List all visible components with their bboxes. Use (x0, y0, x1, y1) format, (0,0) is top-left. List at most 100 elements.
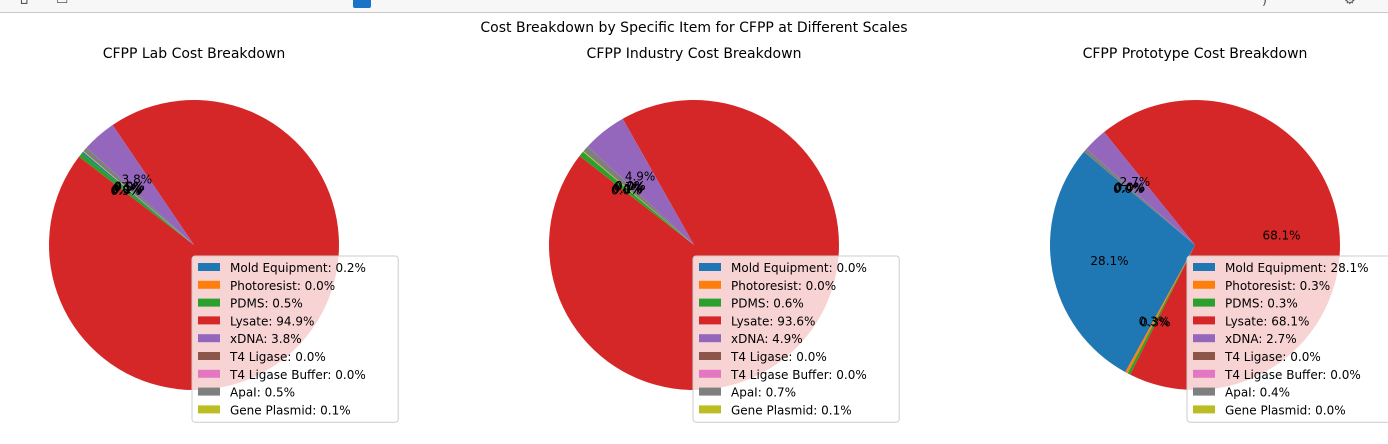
legend-swatch (699, 263, 721, 271)
legend-entry: ApaI: 0.5% (230, 386, 295, 400)
pie-slice (78, 153, 194, 245)
legend-entry: Gene Plasmid: 0.1% (230, 403, 351, 417)
pct-label: 0.1% (112, 182, 143, 196)
chart-title: CFPP Industry Cost Breakdown (587, 46, 802, 62)
legend-entry: T4 Ligase: 0.0% (730, 350, 827, 364)
pct-label: 0.1% (612, 182, 643, 196)
legend-swatch (1193, 316, 1215, 325)
legend-entry: PDMS: 0.5% (230, 297, 303, 311)
legend-entry: ApaI: 0.7% (731, 386, 796, 400)
pct-label: 0.0% (615, 179, 646, 193)
pie-chart-2: CFPP Industry Cost Breakdown0.0%0.0%0.6%… (549, 46, 900, 423)
pie-slice (579, 151, 694, 245)
pct-label: 0.3% (1139, 315, 1170, 329)
legend-box (1186, 255, 1388, 423)
pie-slice (582, 151, 694, 245)
legend-swatch (699, 387, 721, 396)
pct-label: 2.7% (1120, 175, 1151, 189)
legend-entry: Gene Plasmid: 0.0% (1225, 403, 1346, 417)
settings-icon[interactable]: ⚙ (1344, 0, 1356, 8)
pct-label: 0.0% (1113, 182, 1144, 196)
legend-entry: xDNA: 4.9% (731, 332, 803, 346)
legend-entry: Photoresist: 0.0% (230, 279, 335, 293)
legend-swatch (1193, 298, 1215, 307)
pie-slice (1125, 245, 1195, 374)
pct-label: 0.0% (114, 180, 145, 194)
legend-swatch (1193, 369, 1215, 378)
pct-label: 0.2% (112, 182, 143, 196)
pie-slice (1086, 132, 1195, 245)
pie-slice (86, 125, 194, 245)
legend-swatch (198, 369, 220, 378)
pie-slice (583, 146, 694, 245)
pie-slice (81, 151, 194, 245)
legend-swatch (1193, 280, 1215, 289)
pct-label: 0.0% (612, 182, 643, 196)
legend-box (692, 255, 900, 423)
legend-swatch (1193, 334, 1215, 343)
legend-swatch (699, 298, 721, 307)
forward-icon[interactable]: ▭ (56, 0, 69, 8)
legend-swatch (1193, 405, 1215, 414)
legend-entry: Photoresist: 0.3% (1225, 279, 1330, 293)
chart-title: CFPP Lab Cost Breakdown (103, 46, 286, 62)
pct-label: 0.0% (111, 183, 142, 197)
pct-label: 0.3% (1140, 315, 1171, 329)
legend-swatch (1193, 352, 1215, 360)
legend-swatch (699, 316, 721, 325)
pct-label: 3.8% (122, 172, 153, 186)
legend-entry: Photoresist: 0.0% (731, 279, 836, 293)
legend-entry: Gene Plasmid: 0.1% (731, 403, 852, 417)
pie-slice (1050, 151, 1195, 373)
legend-swatch (198, 280, 220, 289)
legend-entry: Mold Equipment: 0.0% (731, 261, 867, 275)
legend-entry: T4 Ligase Buffer: 0.0% (229, 368, 366, 382)
legend-entry: Lysate: 94.9% (230, 314, 314, 328)
legend-entry: xDNA: 2.7% (1225, 332, 1297, 346)
pct-label: 0.7% (614, 180, 645, 194)
pct-label: 0.5% (113, 181, 144, 195)
legend-entry: PDMS: 0.3% (1225, 297, 1298, 311)
legend-swatch (198, 334, 220, 343)
back-icon[interactable]: ⌂ (20, 0, 29, 8)
legend-swatch (699, 280, 721, 289)
zoom-icon[interactable] (353, 0, 371, 8)
pct-label: 0.0% (615, 179, 646, 193)
legend-entry: Mold Equipment: 28.1% (1225, 261, 1369, 275)
pie-slice (1127, 245, 1195, 375)
legend-swatch (198, 405, 220, 414)
legend-swatch (198, 298, 220, 307)
legend-swatch (198, 263, 220, 271)
legend-box (191, 255, 399, 423)
legend-entry: T4 Ligase Buffer: 0.0% (1224, 368, 1361, 382)
legend-entry: ApaI: 0.4% (1225, 386, 1290, 400)
legend-swatch (1193, 387, 1215, 396)
legend-entry: Mold Equipment: 0.2% (230, 261, 366, 275)
legend-entry: PDMS: 0.6% (731, 297, 804, 311)
pct-label: 4.9% (625, 170, 656, 184)
pct-label: 0.0% (1115, 180, 1146, 194)
legend-swatch (699, 334, 721, 343)
pct-label: 0.0% (114, 180, 145, 194)
legend-swatch (198, 352, 220, 360)
pct-label: 68.1% (1262, 229, 1300, 243)
pct-label: 0.0% (612, 182, 643, 196)
legend-swatch (198, 387, 220, 396)
legend-swatch (699, 405, 721, 414)
toolbar: ⌂ ▭ ) ⚙ (0, 0, 1388, 13)
pie-chart-1: CFPP Lab Cost Breakdown 0.2%0.0%0.5%3.8%0… (49, 46, 399, 423)
pie-slice (587, 118, 694, 245)
pct-label: 0.0% (1115, 180, 1146, 194)
chart-title: CFPP Prototype Cost Breakdown (1083, 46, 1308, 62)
pct-label: 28.1% (1090, 254, 1128, 268)
pie-chart-3: CFPP Prototype Cost Breakdown 28.1% 0.3% 0.… (1050, 46, 1388, 423)
pan-icon: ) (1262, 0, 1268, 8)
pie-slice (82, 151, 194, 245)
figure-title: Cost Breakdown by Specific Item for CFPP… (480, 20, 907, 36)
legend-swatch (699, 352, 721, 360)
pct-label: 0.6% (611, 183, 642, 197)
legend-swatch (699, 369, 721, 378)
legend-entry: xDNA: 3.8% (230, 332, 302, 346)
legend-entry: Lysate: 93.6% (731, 314, 815, 328)
